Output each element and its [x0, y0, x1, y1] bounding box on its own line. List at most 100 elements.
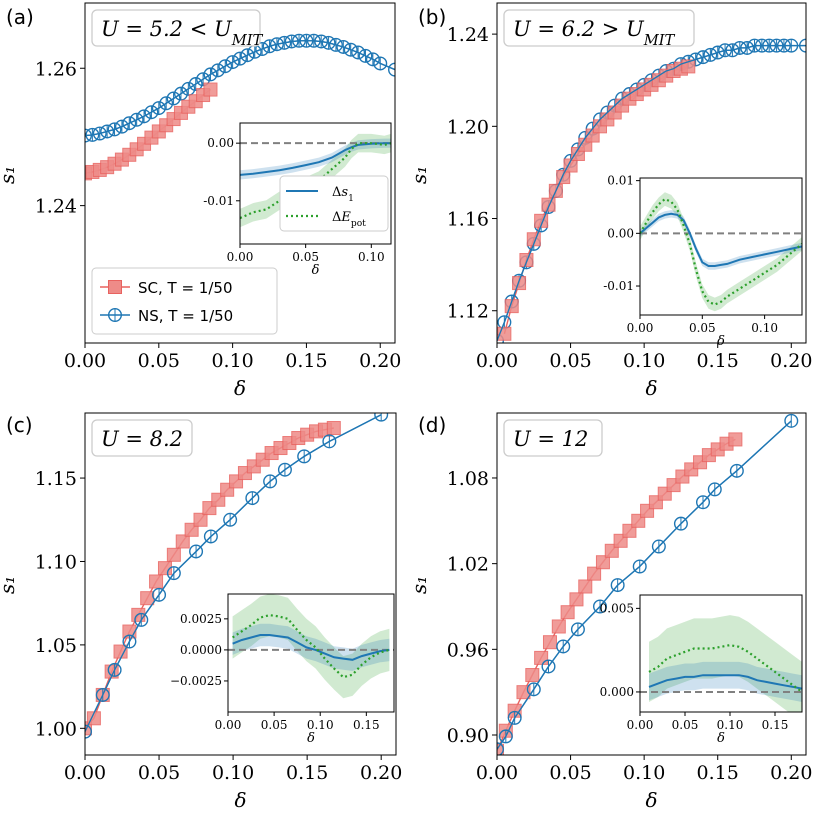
sc-marker [193, 512, 208, 527]
x-axis-label: δ [234, 376, 246, 400]
sc-marker [563, 158, 578, 173]
inset: 0.00 0.05 0.10 0.15 0.005 0.000 δ [600, 594, 803, 746]
y-axis-label: s₁ [407, 166, 431, 184]
dEpot-error-band [649, 615, 802, 712]
inset-x-axis-label: δ [717, 334, 725, 349]
y-tick-label: 1.05 [35, 635, 77, 657]
sc-marker [326, 421, 341, 436]
inset-y-tick-label: −0.0025 [170, 674, 222, 688]
sc-marker [595, 555, 610, 570]
x-tick-label: 0.00 [476, 762, 518, 784]
inset-x-tick-label: 0.05 [672, 718, 699, 732]
x-tick-label: 0.10 [623, 350, 665, 372]
ds1-line [240, 142, 391, 176]
title-text: U = 8.2 [101, 427, 183, 451]
x-tick-label: 0.10 [623, 762, 665, 784]
inset-x-axis-label: δ [307, 731, 315, 746]
inset-x-tick-label: 0.05 [261, 718, 288, 732]
panel-title: U = 5.2 < UMIT [91, 9, 264, 49]
y-tick-label: 1.26 [35, 58, 77, 80]
sc-marker [175, 534, 190, 549]
inset-frame [227, 593, 395, 713]
y-axis-label: s₁ [0, 576, 19, 594]
x-tick-label: 0.10 [212, 762, 254, 784]
y-tick-label: 1.24 [447, 24, 489, 46]
inset-frame [239, 122, 392, 245]
inset: 0.00 0.05 0.10 0.01 0.00 -0.01 δ [603, 174, 803, 349]
x-tick-label: 0.20 [770, 350, 812, 372]
inset-x-tick-label: 0.15 [762, 718, 789, 732]
inset-y-tick-label: 0.005 [600, 601, 634, 615]
sc-marker [728, 432, 743, 447]
x-axis-label: δ [645, 376, 657, 400]
title-box [91, 9, 261, 47]
inset-plot-area [640, 615, 802, 712]
x-tick-label: 0.20 [770, 762, 812, 784]
panel-label: (a) [6, 5, 34, 29]
y-tick-label: 1.10 [35, 551, 77, 573]
sc-marker [560, 605, 575, 620]
inset-x-tick-label: 0.10 [751, 321, 778, 335]
y-tick-label: 1.02 [447, 554, 489, 576]
title-text: U = 6.2 > UMIT [513, 17, 676, 49]
sc-marker [534, 650, 549, 665]
inset-x-axis-label: δ [312, 263, 320, 278]
sc-marker [516, 685, 531, 700]
axes-frame [496, 412, 807, 756]
plot-area [497, 38, 806, 343]
x-tick-label: 0.15 [286, 762, 328, 784]
title-box [503, 419, 603, 457]
sc-marker [149, 574, 164, 589]
panel-label: (b) [418, 5, 446, 29]
x-tick-label: 0.05 [138, 350, 180, 372]
inset-legend-ds1-label: Δs1 [332, 185, 354, 204]
legend-ns-label: NS, T = 1/50 [138, 307, 233, 325]
ns-marker [388, 62, 395, 77]
inset-x-tick-label: 0.05 [292, 250, 319, 264]
inset-legend: Δs1 ΔEpot [279, 175, 389, 232]
inset-plot-area [228, 594, 394, 699]
x-tick-label: 0.15 [697, 762, 739, 784]
panel-a: 0.00 0.05 0.10 0.15 0.20 1.24 1.26 δ s₁ (a) U = 5.… [0, 2, 401, 400]
ds1-line [232, 634, 390, 661]
inset-plot-area [640, 192, 802, 312]
x-tick-label: 0.00 [64, 762, 106, 784]
x-tick-label: 0.20 [359, 350, 401, 372]
sc-marker [541, 197, 556, 212]
y-tick-label: 1.16 [447, 209, 489, 231]
legend-box [91, 267, 278, 335]
x-tick-label: 0.05 [549, 350, 591, 372]
x-tick-label: 0.15 [285, 350, 327, 372]
x-tick-label: 0.05 [138, 762, 180, 784]
title-text: U = 12 [513, 427, 588, 451]
title-text: U = 5.2 < UMIT [101, 17, 264, 49]
inset: 0.00 0.05 0.10 0.15 0.0025 0.0000 −0.0025 δ [170, 593, 395, 746]
inset-x-tick-label: 0.10 [307, 718, 334, 732]
axes-frame [84, 2, 396, 344]
y-tick-label: 0.90 [447, 725, 489, 747]
sc-marker [85, 721, 92, 736]
dEpot-line [648, 643, 802, 693]
y-tick-label: 1.20 [447, 116, 489, 138]
x-tick-label: 0.15 [697, 350, 739, 372]
inset-x-tick-label: 0.15 [353, 718, 380, 732]
panel-c: 0.00 0.05 0.10 0.15 0.20 1.00 1.05 1.10 1.15 δ s₁ (… [0, 412, 402, 812]
inset-y-tick-label: 0.00 [607, 226, 634, 240]
inset-frame [639, 177, 803, 316]
sc-marker [556, 170, 571, 185]
panel-title: U = 12 [503, 419, 603, 457]
inset-x-tick-label: 0.00 [627, 718, 654, 732]
ns-series-line-top [497, 44, 806, 341]
ns-series-line-top [85, 414, 382, 732]
x-tick-label: 0.20 [360, 762, 402, 784]
x-axis-label: δ [234, 788, 246, 812]
inset-y-tick-label: 0.01 [607, 174, 634, 188]
inset-y-tick-label: 0.0025 [180, 612, 222, 626]
inset-y-tick-label: 0.000 [600, 685, 634, 699]
inset-x-tick-label: 0.00 [227, 250, 254, 264]
y-tick-label: 0.96 [447, 639, 489, 661]
inset-y-tick-label: 0.0000 [180, 643, 222, 657]
sc-marker [525, 668, 540, 683]
y-tick-label: 1.08 [447, 468, 489, 490]
